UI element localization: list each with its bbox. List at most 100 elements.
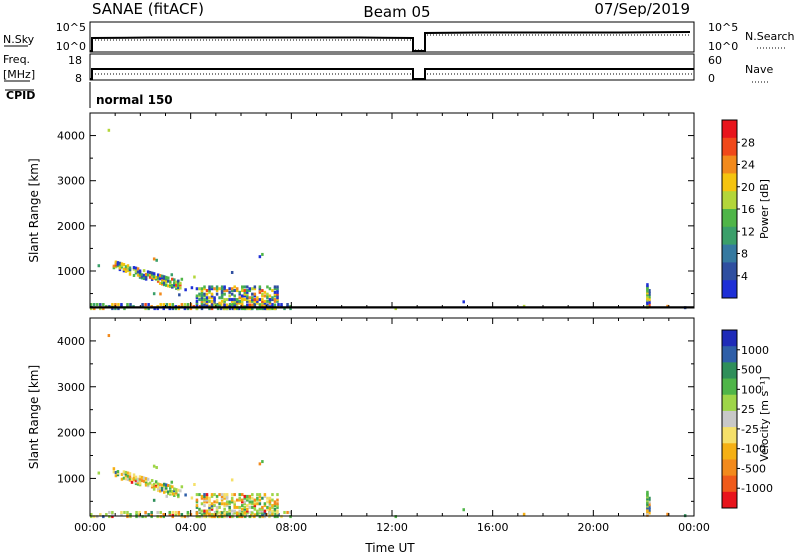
scatter-point xyxy=(108,515,111,519)
scatter-point xyxy=(248,303,252,307)
scatter-point xyxy=(266,296,269,300)
scatter-point xyxy=(218,301,221,305)
scatter-point xyxy=(263,290,267,294)
scatter-point xyxy=(228,298,231,302)
scatter-point xyxy=(256,502,259,506)
scatter-point xyxy=(216,307,220,311)
scatter-point xyxy=(159,515,162,519)
scatter-point xyxy=(144,277,148,281)
scatter-point xyxy=(138,478,142,482)
scatter-point xyxy=(190,496,194,500)
scatter-point xyxy=(258,507,262,511)
scatter-point xyxy=(280,515,283,519)
scatter-point xyxy=(102,303,105,307)
scatter-point xyxy=(114,263,118,267)
scatter-point xyxy=(156,515,159,519)
scatter-point xyxy=(230,303,234,307)
scatter-point xyxy=(195,287,199,291)
scatter-point xyxy=(230,478,234,482)
scatter-point xyxy=(162,283,166,287)
scatter-point xyxy=(235,513,239,517)
scatter-point xyxy=(122,269,126,273)
scatter-point xyxy=(235,301,239,305)
scatter-point xyxy=(177,513,181,517)
scatter-point xyxy=(162,275,166,279)
scatter-point xyxy=(253,507,257,511)
x-tick-label: 04:00 xyxy=(175,521,207,534)
scatter-point xyxy=(241,511,244,515)
scatter-point xyxy=(230,498,234,502)
scatter-point xyxy=(263,301,267,305)
scatter-point xyxy=(154,485,158,489)
scatter-point xyxy=(241,515,244,519)
scatter-point xyxy=(102,515,105,519)
scatter-point xyxy=(140,274,144,278)
scatter-point xyxy=(219,307,223,311)
scatter-point xyxy=(251,287,254,291)
scatter-point xyxy=(189,307,193,311)
scatter-point xyxy=(238,513,241,517)
scatter-point xyxy=(248,299,252,303)
scatter-point xyxy=(90,513,93,517)
scatter-point xyxy=(122,471,126,475)
scatter-point xyxy=(111,307,114,311)
scatter-point xyxy=(135,515,138,519)
scatter-point xyxy=(283,510,286,514)
scatter-point xyxy=(134,475,138,479)
scatter-point xyxy=(253,515,256,519)
scatter-point xyxy=(228,513,231,517)
scatter-point xyxy=(230,493,234,497)
scatter-point xyxy=(233,493,236,497)
scatter-point xyxy=(246,494,249,498)
scatter-point xyxy=(205,496,209,500)
scatter-point xyxy=(273,285,277,289)
scatter-point xyxy=(243,285,247,289)
scatter-point xyxy=(277,513,280,517)
scatter-point xyxy=(205,289,209,293)
scatter-point xyxy=(164,488,168,492)
scatter-point xyxy=(261,460,264,464)
scatter-point xyxy=(150,485,154,489)
scatter-point xyxy=(230,496,234,500)
scatter-point xyxy=(268,298,272,302)
scatter-point xyxy=(171,307,175,311)
scatter-point xyxy=(253,298,257,302)
scatter-point xyxy=(158,274,162,278)
scatter-point xyxy=(107,334,111,338)
scatter-point xyxy=(289,307,292,311)
scatter-point xyxy=(268,507,272,511)
velocity-label: Velocity [m s⁻¹] xyxy=(758,376,771,461)
scatter-point xyxy=(208,285,211,289)
scatter-point xyxy=(235,298,239,302)
scatter-point xyxy=(203,511,206,515)
scatter-point xyxy=(164,279,168,283)
scatter-point xyxy=(128,472,132,476)
scatter-point xyxy=(136,267,140,271)
scatter-point xyxy=(223,511,226,515)
scatter-point xyxy=(223,502,226,506)
scatter-point xyxy=(246,299,249,303)
scatter-point xyxy=(200,298,204,302)
scatter-point xyxy=(263,294,267,298)
velocity-swatch xyxy=(722,459,737,477)
scatter-point xyxy=(144,272,148,276)
scatter-point xyxy=(164,283,168,287)
scatter-point xyxy=(124,265,128,269)
scatter-point xyxy=(268,498,272,502)
scatter-point xyxy=(108,510,111,514)
scatter-point xyxy=(213,513,216,517)
scatter-point xyxy=(215,500,219,504)
scatter-point xyxy=(173,281,176,285)
freq-label-2: [MHz] xyxy=(3,68,35,81)
scatter-point xyxy=(276,296,279,300)
scatter-point xyxy=(186,307,190,311)
scatter-point xyxy=(218,296,221,300)
scatter-point xyxy=(251,505,254,509)
scatter-point xyxy=(169,489,172,493)
scatter-point xyxy=(150,274,154,278)
scatter-point xyxy=(208,290,211,294)
scatter-point xyxy=(114,471,118,475)
scatter-point xyxy=(241,294,244,298)
scatter-point xyxy=(210,299,214,303)
scatter-point xyxy=(134,266,138,270)
